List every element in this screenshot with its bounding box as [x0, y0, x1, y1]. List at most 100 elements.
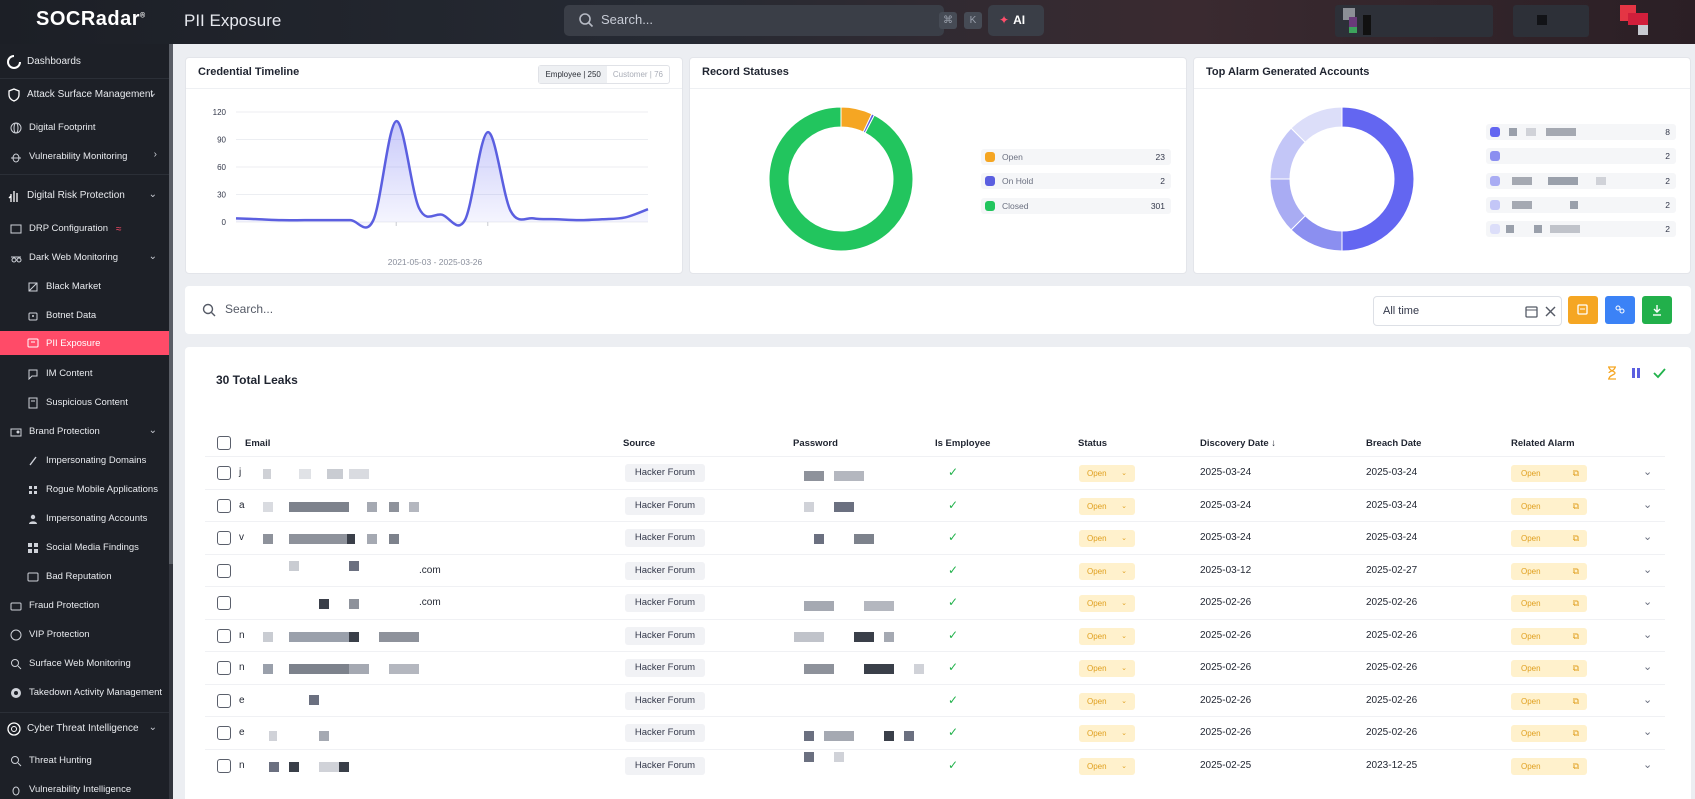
status-dropdown[interactable]: Open ⌄: [1079, 530, 1135, 547]
profile-avatar[interactable]: [1620, 5, 1684, 37]
sidebar-scrollbar[interactable]: [169, 44, 173, 799]
table-row[interactable]: e Hacker Forum ✓ Open ⌄ 2025-02-26 2025-02-26 O…: [205, 716, 1665, 748]
toggle-customer[interactable]: Customer | 76: [612, 70, 663, 79]
expand-row-icon[interactable]: ⌄: [1643, 498, 1653, 511]
check-icon[interactable]: [1653, 367, 1666, 379]
socradar-logo[interactable]: SOCRadar®: [36, 8, 146, 30]
user-menu[interactable]: [1335, 5, 1493, 37]
table-row[interactable]: n Hacker Forum ✓ Open ⌄ 2025-02-26 2025-02-26 O…: [205, 651, 1665, 683]
expand-row-icon[interactable]: ⌄: [1643, 726, 1653, 738]
sidebar-item-cyber-threat-intelligence[interactable]: Cyber Threat Intelligence ⌄: [0, 714, 169, 743]
row-checkbox[interactable]: [217, 693, 231, 708]
table-row[interactable]: n Hacker Forum ✓ Open ⌄ 2025-02-26 2025-02-26 O…: [205, 618, 1665, 651]
sidebar-item-drp-configuration[interactable]: DRP Configuration ≈: [0, 214, 169, 243]
expand-row-icon[interactable]: ⌄: [1643, 693, 1653, 706]
row-checkbox[interactable]: [217, 466, 231, 480]
toggle-employee[interactable]: Employee | 250: [539, 66, 607, 83]
assign-button[interactable]: [1605, 296, 1635, 324]
sidebar-item-threat-hunting[interactable]: Threat Hunting: [0, 746, 169, 775]
related-alarm-link[interactable]: Open ⧉: [1511, 725, 1587, 742]
row-checkbox[interactable]: [217, 563, 231, 578]
sidebar-item-impersonating-domains[interactable]: Impersonating Domains: [0, 446, 169, 475]
status-dropdown[interactable]: Open ⌄: [1079, 627, 1135, 645]
legend-open[interactable]: Open 23: [981, 149, 1171, 165]
sidebar-item-im-content[interactable]: IM Content: [0, 359, 169, 388]
sidebar-item-dashboards[interactable]: Dashboards: [0, 47, 169, 76]
sidebar-item-black-market[interactable]: Black Market: [0, 272, 169, 301]
table-row[interactable]: .com Hacker Forum ✓ Open ⌄ 2025-03-12 2025-02-…: [205, 553, 1665, 586]
sidebar-item-social-media-findings[interactable]: Social Media Findings: [0, 533, 169, 562]
column-password[interactable]: Password: [793, 438, 838, 449]
global-search-input[interactable]: Search... ⌘ K: [564, 5, 982, 36]
sidebar-item-attack-surface-management[interactable]: Attack Surface Management ⌄: [0, 80, 169, 109]
status-dropdown[interactable]: Open ⌄: [1079, 465, 1135, 482]
select-all-checkbox[interactable]: [217, 436, 231, 450]
alarm-legend-row[interactable]: 8: [1486, 124, 1676, 140]
row-checkbox[interactable]: [217, 531, 231, 545]
expand-row-icon[interactable]: ⌄: [1643, 563, 1653, 576]
row-checkbox[interactable]: [217, 758, 231, 773]
sidebar-item-suspicious-content[interactable]: Suspicious Content: [0, 388, 169, 417]
sidebar-item-pii-exposure[interactable]: PII Exposure: [0, 331, 169, 355]
column-related-alarm[interactable]: Related Alarm: [1511, 438, 1575, 449]
date-range-picker[interactable]: All time: [1373, 296, 1562, 326]
related-alarm-link[interactable]: Open ⧉: [1511, 660, 1587, 677]
row-checkbox[interactable]: [217, 596, 231, 610]
alarm-legend-row[interactable]: 2: [1486, 197, 1676, 213]
sidebar-item-takedown-activity-management[interactable]: Takedown Activity Management: [0, 678, 169, 707]
sidebar-item-digital-risk-protection[interactable]: Digital Risk Protection ⌄: [0, 181, 169, 210]
status-dropdown[interactable]: Open ⌄: [1079, 757, 1135, 775]
table-row[interactable]: j Hacker Forum ✓ Open ⌄ 2025-03-24 2025-03-24 O…: [205, 456, 1665, 488]
alarm-legend-row[interactable]: 2: [1486, 173, 1676, 189]
bulk-status-button[interactable]: [1568, 296, 1598, 324]
status-dropdown[interactable]: Open ⌄: [1079, 562, 1135, 580]
sidebar-item-surface-web-monitoring[interactable]: Surface Web Monitoring: [0, 649, 169, 678]
calendar-icon[interactable]: [1525, 305, 1538, 318]
status-dropdown[interactable]: Open ⌄: [1079, 725, 1135, 742]
related-alarm-link[interactable]: Open ⧉: [1511, 465, 1587, 482]
expand-row-icon[interactable]: ⌄: [1643, 531, 1653, 543]
expand-row-icon[interactable]: ⌄: [1643, 628, 1653, 641]
status-dropdown[interactable]: Open ⌄: [1079, 595, 1135, 612]
related-alarm-link[interactable]: Open ⧉: [1511, 757, 1587, 775]
related-alarm-link[interactable]: Open ⧉: [1511, 497, 1587, 515]
related-alarm-link[interactable]: Open ⧉: [1511, 627, 1587, 645]
sidebar-item-bad-reputation[interactable]: Bad Reputation: [0, 562, 169, 591]
column-email[interactable]: Email: [245, 438, 271, 449]
status-dropdown[interactable]: Open ⌄: [1079, 692, 1135, 710]
sidebar-item-vulnerability-monitoring[interactable]: Vulnerability Monitoring ›: [0, 142, 169, 171]
expand-row-icon[interactable]: ⌄: [1643, 661, 1653, 673]
table-row[interactable]: e Hacker Forum ✓ Open ⌄ 2025-02-26 2025-02-26 O…: [205, 683, 1665, 716]
sidebar-item-digital-footprint[interactable]: Digital Footprint: [0, 113, 169, 142]
column-discovery-date[interactable]: Discovery Date ↓: [1200, 438, 1276, 449]
row-checkbox[interactable]: [217, 726, 231, 740]
sidebar-item-brand-protection[interactable]: Brand Protection ⌄: [0, 417, 169, 446]
download-button[interactable]: [1642, 296, 1672, 324]
table-row[interactable]: v Hacker Forum ✓ Open ⌄ 2025-03-24 2025-03-24 O…: [205, 521, 1665, 553]
expand-row-icon[interactable]: ⌄: [1643, 596, 1653, 608]
column-is-employee[interactable]: Is Employee: [935, 438, 991, 449]
alarm-legend-row[interactable]: 2: [1486, 148, 1676, 164]
sidebar-item-dark-web-monitoring[interactable]: Dark Web Monitoring ⌄: [0, 243, 169, 272]
table-row[interactable]: n Hacker Forum ✓ Open ⌄ 2025-02-25 2023-12-25 O…: [205, 748, 1665, 781]
org-switcher[interactable]: [1513, 5, 1589, 37]
expand-row-icon[interactable]: ⌄: [1643, 466, 1653, 478]
alarm-legend-row[interactable]: 2: [1486, 221, 1676, 237]
hourglass-icon[interactable]: [1606, 366, 1618, 380]
column-source[interactable]: Source: [623, 438, 656, 449]
clear-icon[interactable]: [1545, 306, 1556, 317]
sidebar-item-vip-protection[interactable]: VIP Protection: [0, 620, 169, 649]
row-checkbox[interactable]: [217, 661, 231, 675]
related-alarm-link[interactable]: Open ⧉: [1511, 530, 1587, 547]
status-dropdown[interactable]: Open ⌄: [1079, 660, 1135, 677]
table-row[interactable]: .com Hacker Forum ✓ Open ⌄ 2025-02-26 2025-02-…: [205, 586, 1665, 618]
row-checkbox[interactable]: [217, 628, 231, 643]
sidebar-item-vulnerability-intelligence[interactable]: Vulnerability Intelligence: [0, 775, 169, 799]
expand-row-icon[interactable]: ⌄: [1643, 758, 1653, 771]
sidebar-item-botnet-data[interactable]: Botnet Data: [0, 301, 169, 330]
ai-button[interactable]: ✦ AI: [988, 5, 1044, 36]
column-breach-date[interactable]: Breach Date: [1366, 438, 1422, 449]
sidebar-item-rogue-mobile-applications[interactable]: Rogue Mobile Applications: [0, 475, 169, 504]
row-checkbox[interactable]: [217, 498, 231, 513]
column-status[interactable]: Status: [1078, 438, 1108, 449]
